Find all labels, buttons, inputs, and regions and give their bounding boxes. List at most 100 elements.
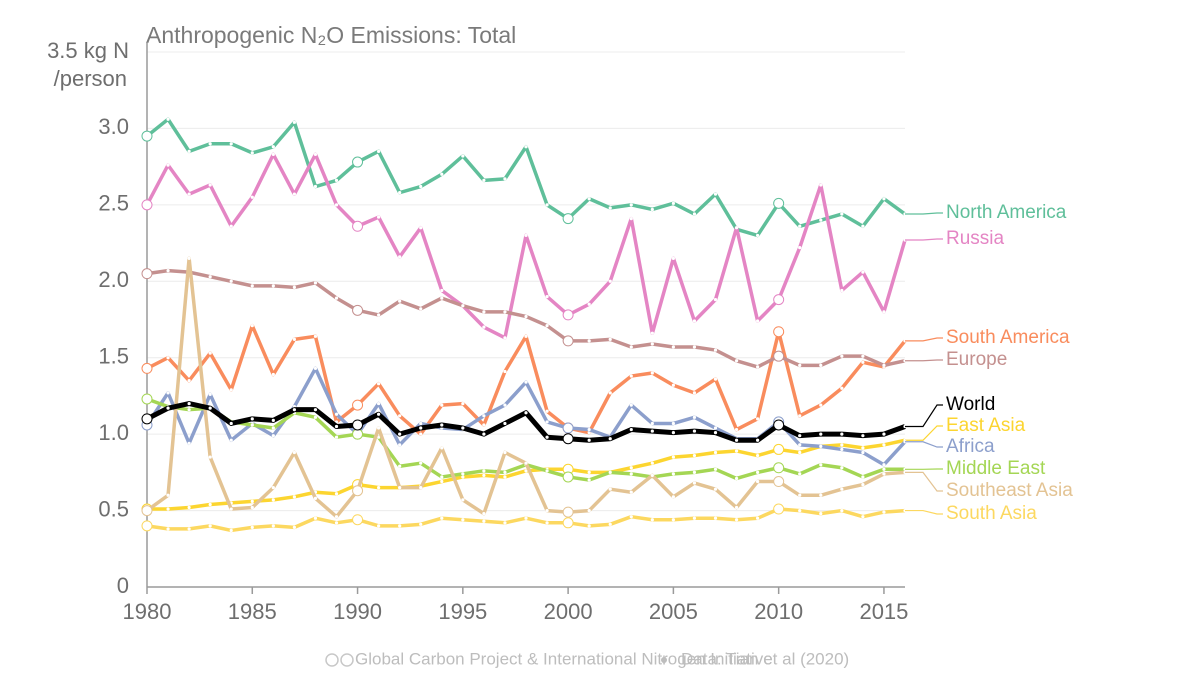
data-point <box>671 495 675 499</box>
data-point <box>692 391 697 395</box>
data-point <box>187 527 191 531</box>
data-point <box>250 505 254 510</box>
data-point <box>840 212 844 216</box>
data-point <box>840 354 844 358</box>
data-point <box>419 421 423 426</box>
data-point <box>798 414 802 418</box>
legend-label: South America <box>946 327 1070 348</box>
data-point <box>650 207 654 212</box>
data-point <box>671 256 675 260</box>
data-point <box>461 472 465 476</box>
data-point <box>352 419 364 431</box>
data-point <box>671 421 675 426</box>
data-point <box>819 432 823 436</box>
x-tick-label: 2000 <box>544 599 593 624</box>
data-point <box>692 453 697 458</box>
data-point <box>440 446 444 450</box>
data-point <box>773 476 785 488</box>
data-point <box>187 408 191 412</box>
data-point <box>440 288 444 293</box>
data-point <box>187 505 191 510</box>
data-point <box>482 432 486 436</box>
data-point <box>798 472 802 476</box>
data-point <box>352 428 364 440</box>
data-point <box>313 516 318 520</box>
data-point <box>461 498 465 502</box>
data-point <box>482 469 486 473</box>
data-point <box>587 470 591 474</box>
data-point <box>861 515 865 519</box>
data-point <box>734 505 739 510</box>
data-point <box>882 472 886 476</box>
data-point <box>398 432 402 436</box>
data-point <box>377 486 381 490</box>
data-point <box>503 450 507 455</box>
data-point <box>419 461 423 465</box>
data-point <box>250 284 254 288</box>
label-connector <box>905 212 943 215</box>
data-point <box>208 351 212 355</box>
legend-label: Europe <box>946 349 1007 370</box>
data-point <box>798 493 802 497</box>
data-point <box>292 192 296 196</box>
data-point <box>861 434 865 438</box>
data-point <box>141 199 153 211</box>
data-point <box>377 313 381 317</box>
data-point <box>229 279 233 283</box>
data-point <box>798 508 802 513</box>
data-point <box>608 279 612 283</box>
data-point <box>524 314 528 319</box>
data-point <box>229 421 233 426</box>
data-point <box>503 421 507 426</box>
data-point <box>352 485 364 497</box>
data-point <box>692 415 697 419</box>
data-point <box>713 516 718 520</box>
data-point <box>840 386 844 390</box>
data-point <box>503 470 507 474</box>
data-point <box>562 422 574 434</box>
data-point <box>334 435 339 439</box>
data-point <box>250 525 254 529</box>
data-point <box>461 426 465 430</box>
data-point <box>377 149 381 153</box>
data-point <box>398 414 402 418</box>
data-point <box>587 524 591 528</box>
data-point <box>208 455 212 459</box>
data-point <box>461 154 465 158</box>
data-point <box>482 512 486 516</box>
data-point <box>313 184 318 189</box>
legend-label: World <box>946 394 995 415</box>
footer-separator <box>661 657 667 663</box>
x-tick-label: 1990 <box>333 599 382 624</box>
data-point <box>798 443 802 447</box>
data-point <box>398 191 402 195</box>
data-point <box>608 487 612 491</box>
data-point <box>503 403 507 407</box>
data-point <box>629 374 633 378</box>
data-point <box>166 527 170 531</box>
data-point <box>313 408 318 412</box>
data-point <box>524 334 528 338</box>
data-point <box>482 473 486 478</box>
data-point <box>650 461 654 465</box>
data-point <box>208 392 212 396</box>
data-point <box>692 481 697 485</box>
data-point <box>861 450 865 455</box>
data-point <box>398 486 402 490</box>
data-point <box>629 217 633 221</box>
data-point <box>692 345 697 349</box>
data-point <box>713 298 718 302</box>
data-point <box>166 268 170 273</box>
data-point <box>187 256 191 260</box>
data-point <box>587 508 591 513</box>
data-point <box>482 519 486 523</box>
data-point <box>545 435 549 439</box>
footer-source: Global Carbon Project & International Ni… <box>355 649 773 668</box>
data-point <box>524 516 528 520</box>
data-point <box>819 403 823 407</box>
data-point <box>587 438 591 442</box>
data-point <box>650 421 654 426</box>
data-point <box>629 427 633 432</box>
data-point <box>861 354 865 358</box>
label-connector <box>905 404 943 428</box>
